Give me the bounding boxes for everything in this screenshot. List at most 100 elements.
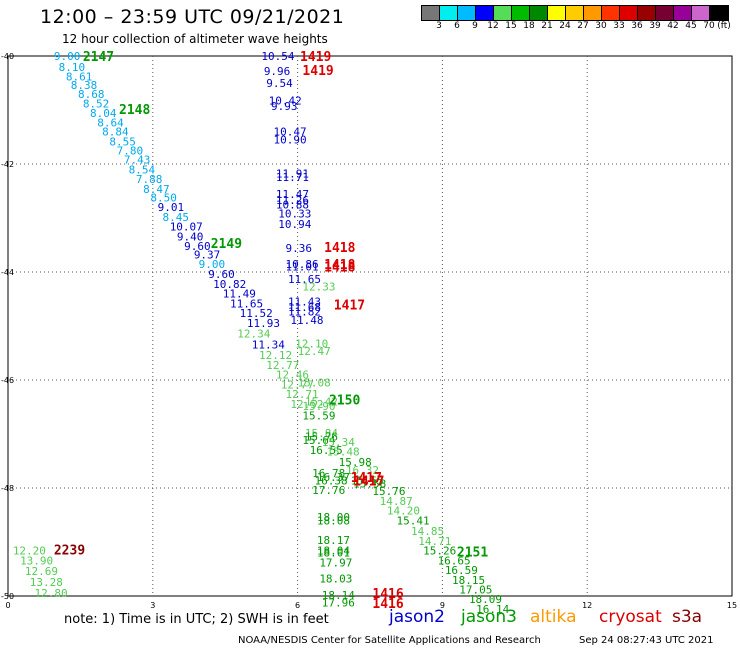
swh-value-label: 15.76 [372, 485, 405, 498]
swh-value-label: 11.01 [286, 261, 319, 274]
swh-value-label: 14.87 [380, 495, 413, 508]
footer-credit: NOAA/NESDIS Center for Satellite Applica… [238, 635, 541, 646]
colorbar-swatch [458, 6, 476, 20]
swh-value-label: 10.47 [273, 126, 306, 139]
swh-value-label: 7.43 [124, 154, 151, 167]
swh-value-label: 9.37 [194, 249, 221, 262]
swh-value-label: 15.41 [397, 514, 430, 527]
swh-value-label: 11.68 [288, 301, 321, 314]
pass-number-label: 1419 [300, 50, 331, 65]
swh-value-label: 11.93 [247, 317, 280, 330]
swh-value-label: 11.43 [288, 296, 321, 309]
colorbar-label: 27 [577, 21, 589, 31]
swh-value-label: 8.52 [83, 98, 110, 111]
swh-value-label: 14.85 [411, 525, 444, 538]
colorbar-swatch [530, 6, 548, 20]
colorbar-label: 24 [559, 21, 571, 31]
colorbar-swatch [602, 6, 620, 20]
swh-value-label: 14.71 [418, 535, 451, 548]
colorbar-label: 18 [523, 21, 535, 31]
swh-value-label: 12.52 [290, 398, 323, 411]
swh-value-label: 18.09 [469, 593, 502, 606]
x-tick-label: 9 [440, 601, 445, 610]
colorbar-label: 15 [505, 21, 517, 31]
x-tick-label: 3 [150, 601, 155, 610]
pass-number-label: 1416 [372, 587, 403, 602]
colorbar-swatch [674, 6, 692, 20]
swh-value-label: 9.96 [264, 65, 291, 78]
swh-value-label: 9.00 [199, 258, 226, 271]
swh-value-label: 8.61 [66, 71, 93, 84]
swh-value-label: 8.64 [97, 116, 124, 129]
swh-value-label: 18.00 [317, 511, 350, 524]
colorbar-label: 6 [454, 21, 460, 31]
swh-value-label: 15.59 [302, 410, 335, 423]
colorbar-label: 39 [649, 21, 661, 31]
swh-value-label: 12.12 [259, 349, 292, 362]
swh-value-label: 17.76 [312, 484, 345, 497]
swh-value-label: 12.47 [298, 345, 331, 358]
x-tick-label: 0 [5, 601, 10, 610]
swh-value-label: 10.88 [276, 199, 309, 212]
legend-item-jason2: jason2 [389, 607, 445, 627]
swh-value-label: 17.97 [319, 557, 352, 570]
swh-value-label: 10.90 [273, 134, 306, 147]
legend-item-altika: altika [530, 607, 577, 627]
pass-number-label: 1418 [324, 241, 355, 256]
footer-timestamp: Sep 24 08:27:43 UTC 2021 [579, 635, 714, 646]
swh-value-label: 9.54 [266, 77, 293, 90]
pass-number-label: 2239 [54, 544, 85, 559]
swh-value-label: 15.64 [302, 434, 335, 447]
swh-value-label: 12.77 [266, 359, 299, 372]
swh-value-label: 18.03 [319, 573, 352, 586]
y-tick-label: -40 [1, 52, 14, 61]
colorbar-label: 42 [667, 21, 679, 31]
swh-value-label: 14.20 [387, 505, 420, 518]
swh-value-label: 9.60 [208, 268, 235, 281]
swh-value-label: 13.28 [30, 576, 63, 589]
y-tick-label: -42 [1, 160, 14, 169]
swh-value-label: 18.04 [317, 545, 350, 558]
legend-item-cryosat: cryosat [599, 607, 662, 627]
swh-value-label: 15.84 [305, 427, 338, 440]
swh-value-label: 8.38 [71, 79, 98, 92]
swh-value-label: 12.77 [281, 378, 314, 391]
colorbar-label: 70 [703, 21, 715, 31]
swh-value-label: 8.47 [143, 183, 170, 196]
x-tick-label: 15 [727, 601, 737, 610]
x-tick-label: 6 [295, 601, 300, 610]
swh-value-label: 9.36 [286, 242, 313, 255]
swh-value-label: 16.55 [310, 444, 343, 457]
swh-value-label: 16.59 [445, 564, 478, 577]
colorbar-swatch [494, 6, 512, 20]
swh-value-label: 16.37 [317, 471, 350, 484]
swh-value-label: 11.91 [276, 168, 309, 181]
swh-value-label: 12.71 [286, 388, 319, 401]
swh-value-label: 11.49 [223, 288, 256, 301]
swh-value-label: 9.00 [54, 50, 81, 63]
swh-value-label: 10.33 [278, 208, 311, 221]
swh-value-label: 10.42 [269, 94, 302, 107]
colorbar-swatch [566, 6, 584, 20]
swh-value-label: 12.46 [276, 369, 309, 382]
colorbar-label: 33 [613, 21, 625, 31]
swh-value-label: 15.26 [423, 545, 456, 558]
swh-value-label: 16.32 [346, 464, 379, 477]
swh-value-label: 17.96 [322, 596, 355, 609]
colorbar-label: 3 [436, 21, 442, 31]
swh-value-label: 8.54 [129, 163, 156, 176]
swh-value-label: 11.26 [276, 194, 309, 207]
page-subtitle: 12 hour collection of altimeter wave hei… [62, 32, 328, 46]
swh-value-label: 10.54 [261, 50, 294, 63]
swh-value-label: 8.55 [109, 135, 136, 148]
swh-value-label: 12.20 [13, 545, 46, 558]
swh-value-label: 8.68 [78, 88, 105, 101]
pass-number-label: 2151 [457, 546, 488, 561]
swh-value-label: 11.34 [252, 338, 285, 351]
colorbar-swatch [584, 6, 602, 20]
swh-value-label: 12.10 [295, 337, 328, 350]
swh-value-label: 17.05 [459, 584, 492, 597]
swh-value-label: 11.71 [276, 171, 309, 184]
swh-value-label: 12.34 [237, 328, 270, 341]
colorbar-swatch [476, 6, 494, 20]
